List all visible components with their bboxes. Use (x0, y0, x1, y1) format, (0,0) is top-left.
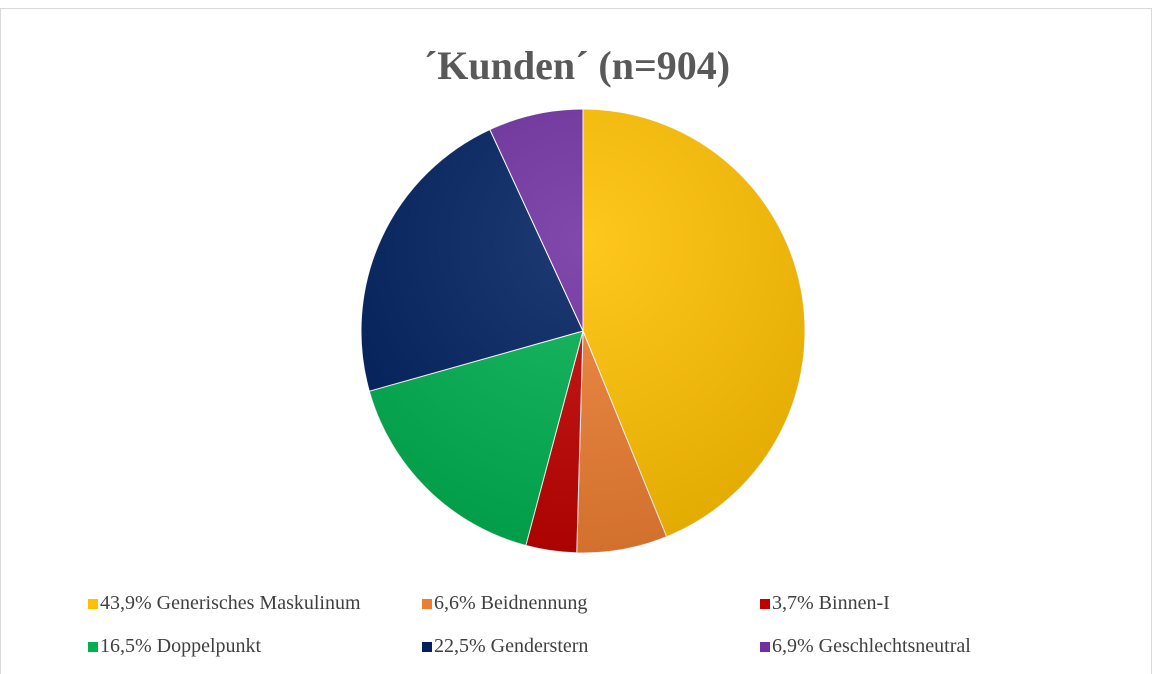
legend-entry: 22,5% Genderstern (434, 635, 588, 657)
legend-label: Binnen-I (819, 592, 890, 614)
legend-swatch (422, 599, 432, 609)
legend-value: 3,7% (772, 592, 814, 614)
legend-value: 6,6% (434, 592, 476, 614)
legend-swatch (88, 642, 98, 652)
legend-swatch (760, 642, 770, 652)
legend-label: Genderstern (491, 635, 589, 657)
legend-label: Geschlechtsneutral (819, 635, 972, 657)
chart-border (0, 8, 1152, 674)
legend-label: Beidnennung (481, 592, 588, 614)
legend-entry: 6,6% Beidnennung (434, 592, 587, 614)
legend-value: 16,5% (100, 635, 152, 657)
legend-label: Generisches Maskulinum (157, 592, 361, 614)
legend-swatch (422, 642, 432, 652)
legend-swatch (760, 599, 770, 609)
chart-title: ´Kunden´ (n=904) (424, 43, 730, 88)
legend-label: Doppelpunkt (157, 635, 262, 657)
legend-entry: 43,9% Generisches Maskulinum (100, 592, 361, 614)
legend-entry: 3,7% Binnen-I (772, 592, 890, 614)
legend-value: 43,9% (100, 592, 152, 614)
legend-entry: 16,5% Doppelpunkt (100, 635, 262, 657)
legend-entry: 6,9% Geschlechtsneutral (772, 635, 971, 657)
legend-swatch (88, 599, 98, 609)
legend-value: 6,9% (772, 635, 814, 657)
legend-value: 22,5% (434, 635, 486, 657)
